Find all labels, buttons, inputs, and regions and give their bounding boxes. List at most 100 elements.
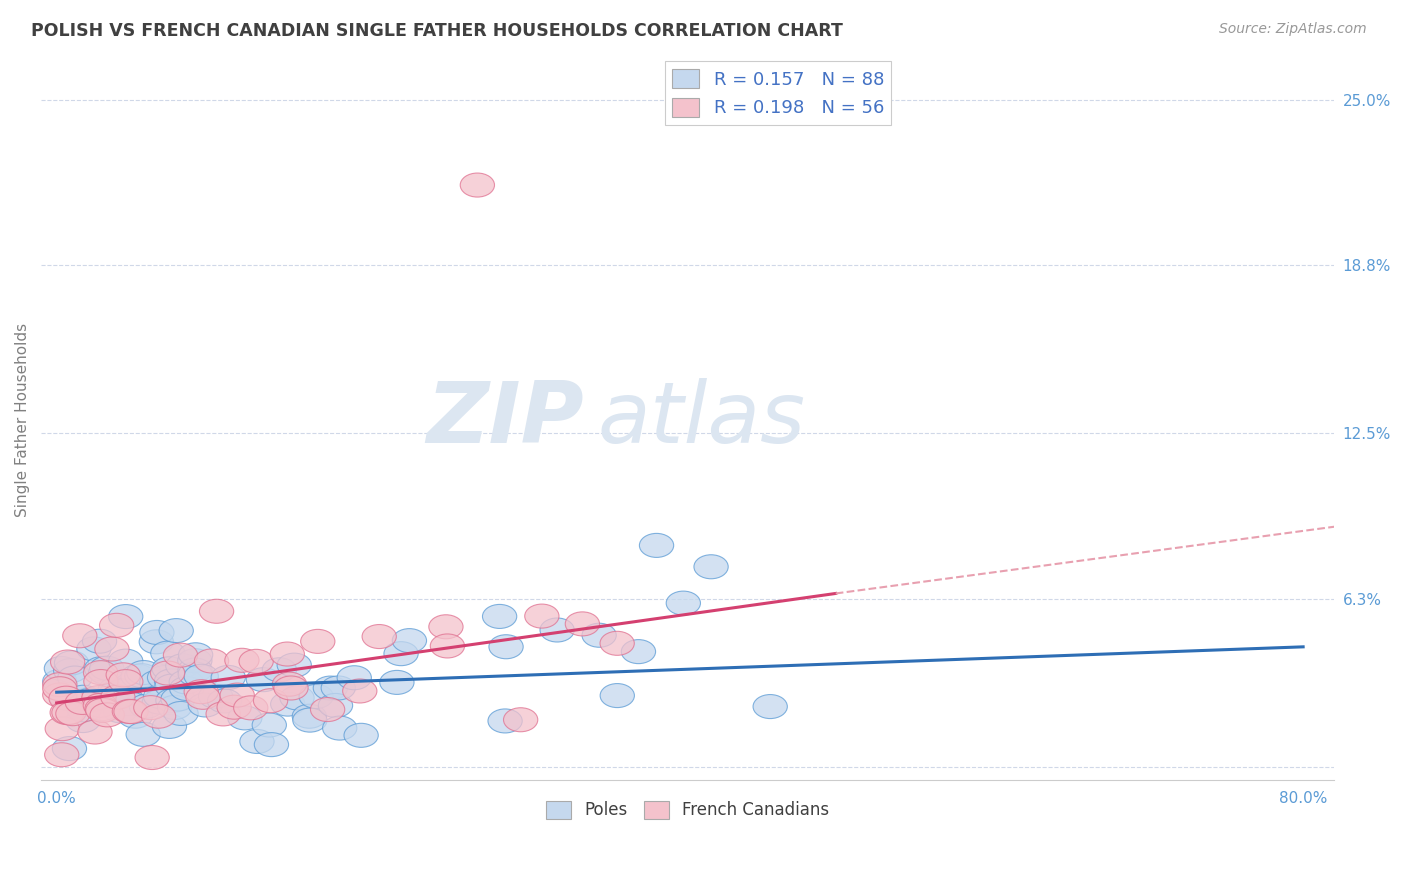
Ellipse shape xyxy=(221,683,254,707)
Text: ZIP: ZIP xyxy=(426,378,585,461)
Ellipse shape xyxy=(621,640,655,664)
Ellipse shape xyxy=(150,641,186,665)
Ellipse shape xyxy=(159,618,194,642)
Ellipse shape xyxy=(179,662,212,686)
Ellipse shape xyxy=(695,555,728,579)
Ellipse shape xyxy=(170,676,204,700)
Ellipse shape xyxy=(45,743,79,767)
Ellipse shape xyxy=(42,669,77,693)
Ellipse shape xyxy=(184,665,218,689)
Ellipse shape xyxy=(83,661,118,685)
Ellipse shape xyxy=(139,671,174,695)
Ellipse shape xyxy=(253,689,288,713)
Ellipse shape xyxy=(108,649,143,673)
Ellipse shape xyxy=(177,648,212,673)
Ellipse shape xyxy=(489,635,523,659)
Ellipse shape xyxy=(105,663,141,687)
Ellipse shape xyxy=(127,723,160,747)
Ellipse shape xyxy=(198,684,233,708)
Ellipse shape xyxy=(194,649,229,673)
Ellipse shape xyxy=(321,676,356,700)
Ellipse shape xyxy=(45,716,79,740)
Ellipse shape xyxy=(51,700,84,724)
Ellipse shape xyxy=(77,720,112,744)
Ellipse shape xyxy=(129,694,163,718)
Ellipse shape xyxy=(344,723,378,747)
Ellipse shape xyxy=(460,173,495,197)
Ellipse shape xyxy=(90,703,124,727)
Ellipse shape xyxy=(121,665,155,689)
Ellipse shape xyxy=(66,685,101,709)
Ellipse shape xyxy=(82,686,117,710)
Ellipse shape xyxy=(179,643,212,667)
Ellipse shape xyxy=(200,599,233,624)
Ellipse shape xyxy=(148,665,181,690)
Ellipse shape xyxy=(49,686,84,710)
Ellipse shape xyxy=(127,660,160,684)
Ellipse shape xyxy=(273,673,307,696)
Ellipse shape xyxy=(363,624,396,648)
Ellipse shape xyxy=(184,680,218,704)
Ellipse shape xyxy=(188,693,222,717)
Ellipse shape xyxy=(150,661,184,685)
Ellipse shape xyxy=(274,676,308,700)
Ellipse shape xyxy=(337,665,371,690)
Ellipse shape xyxy=(270,692,305,716)
Ellipse shape xyxy=(666,591,700,615)
Ellipse shape xyxy=(228,706,262,730)
Ellipse shape xyxy=(155,674,190,698)
Ellipse shape xyxy=(63,624,97,648)
Ellipse shape xyxy=(125,664,159,688)
Ellipse shape xyxy=(392,629,426,653)
Ellipse shape xyxy=(311,698,344,722)
Ellipse shape xyxy=(280,686,314,710)
Ellipse shape xyxy=(524,604,560,628)
Ellipse shape xyxy=(156,689,190,713)
Ellipse shape xyxy=(166,654,200,678)
Ellipse shape xyxy=(65,690,100,714)
Ellipse shape xyxy=(163,643,198,667)
Ellipse shape xyxy=(482,605,517,629)
Ellipse shape xyxy=(94,637,129,661)
Ellipse shape xyxy=(52,700,86,724)
Ellipse shape xyxy=(252,713,287,737)
Ellipse shape xyxy=(100,680,134,704)
Ellipse shape xyxy=(318,693,353,717)
Ellipse shape xyxy=(107,679,141,703)
Ellipse shape xyxy=(169,670,204,694)
Ellipse shape xyxy=(314,676,347,700)
Ellipse shape xyxy=(157,696,191,720)
Ellipse shape xyxy=(49,686,83,710)
Ellipse shape xyxy=(246,667,281,691)
Ellipse shape xyxy=(90,657,124,681)
Ellipse shape xyxy=(77,637,111,661)
Ellipse shape xyxy=(66,708,100,732)
Ellipse shape xyxy=(254,732,288,756)
Ellipse shape xyxy=(142,690,176,714)
Ellipse shape xyxy=(179,658,212,682)
Ellipse shape xyxy=(56,702,90,726)
Ellipse shape xyxy=(73,689,108,712)
Ellipse shape xyxy=(44,657,79,681)
Text: POLISH VS FRENCH CANADIAN SINGLE FATHER HOUSEHOLDS CORRELATION CHART: POLISH VS FRENCH CANADIAN SINGLE FATHER … xyxy=(31,22,842,40)
Ellipse shape xyxy=(165,701,198,725)
Ellipse shape xyxy=(186,685,221,709)
Ellipse shape xyxy=(263,657,297,681)
Ellipse shape xyxy=(42,673,77,697)
Ellipse shape xyxy=(322,716,357,740)
Ellipse shape xyxy=(98,678,132,702)
Ellipse shape xyxy=(343,679,377,703)
Ellipse shape xyxy=(380,671,413,694)
Ellipse shape xyxy=(540,618,574,642)
Ellipse shape xyxy=(108,670,143,694)
Ellipse shape xyxy=(51,650,84,674)
Ellipse shape xyxy=(299,684,333,708)
Ellipse shape xyxy=(600,632,634,656)
Ellipse shape xyxy=(640,533,673,558)
Ellipse shape xyxy=(239,649,273,673)
Ellipse shape xyxy=(384,641,418,665)
Ellipse shape xyxy=(108,605,143,629)
Ellipse shape xyxy=(118,704,152,728)
Ellipse shape xyxy=(103,698,138,723)
Ellipse shape xyxy=(301,630,335,654)
